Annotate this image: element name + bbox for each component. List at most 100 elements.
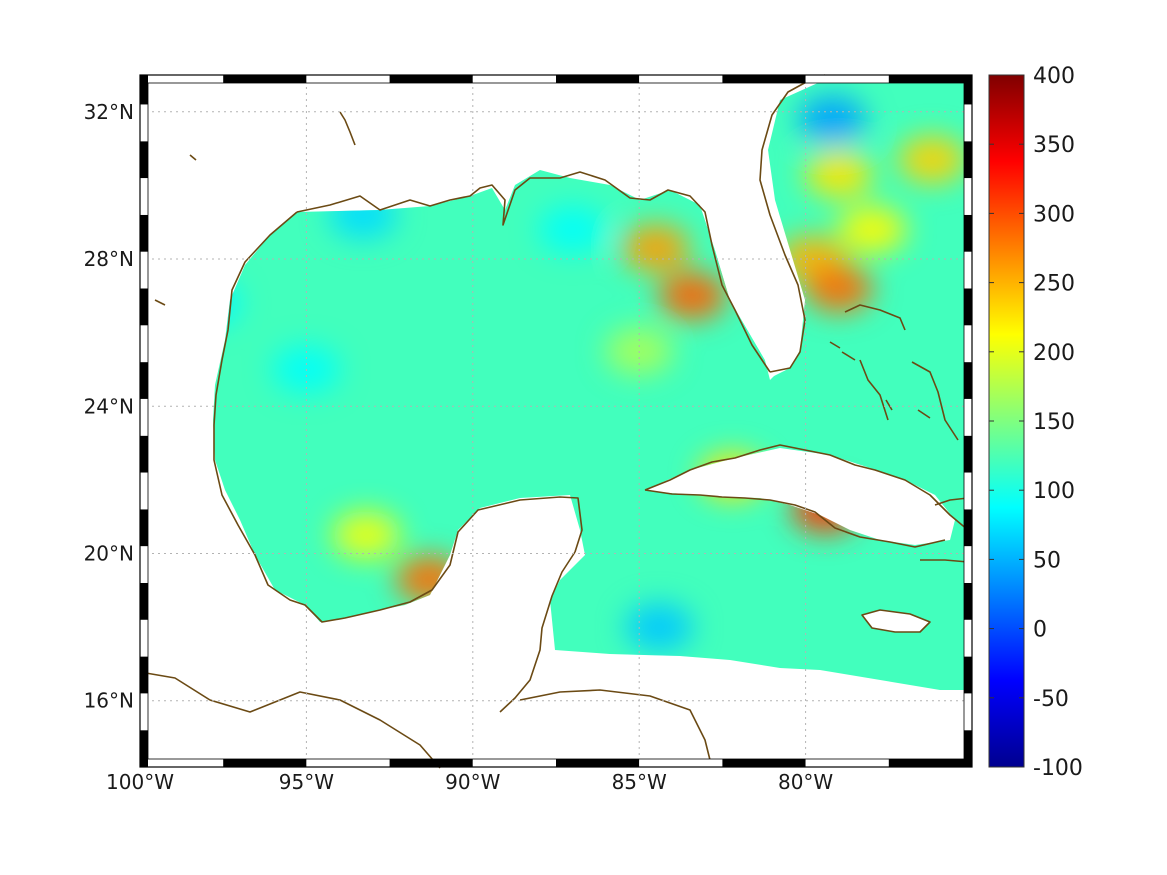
frame-segment	[140, 582, 148, 620]
us-gulf-coastline	[296, 171, 771, 373]
frame-segment	[964, 104, 972, 142]
colorbar-tick-label: 350	[1033, 133, 1075, 158]
frame-segment	[964, 435, 972, 473]
coastlines	[139, 74, 969, 769]
frame-segment	[639, 759, 723, 767]
frame-segment	[140, 759, 224, 767]
frame-segment	[556, 75, 640, 83]
frame-segment	[964, 141, 972, 179]
florida-east-coastline	[759, 74, 826, 373]
frame-segment	[964, 398, 972, 436]
heatmap-hotspot	[625, 603, 694, 652]
frame-segment	[964, 178, 972, 215]
jamaica-coastline	[861, 609, 931, 633]
colorbar-tick-label: 300	[1033, 202, 1075, 227]
frame-segment	[140, 546, 148, 583]
honduras-coastline	[519, 689, 711, 761]
latitude-tick-labels: 32°N 28°N 24°N 20°N 16°N	[84, 100, 134, 713]
heatmap-hotspot	[658, 271, 727, 320]
graticule	[140, 75, 972, 767]
latitude-tick-label: 24°N	[84, 394, 134, 418]
colorbar-tick-label: 200	[1033, 341, 1075, 366]
heatmap-hotspot	[332, 511, 401, 560]
hispaniola-coastline	[920, 497, 969, 563]
longitude-tick-label: 90°W	[445, 770, 500, 794]
frame-segment	[472, 759, 556, 767]
longitude-tick-label: 85°W	[612, 770, 667, 794]
frame-segment	[964, 362, 972, 399]
frame-segment	[140, 214, 148, 252]
cuba-land	[645, 448, 955, 545]
frame-segment	[888, 75, 972, 83]
frame-segment	[964, 582, 972, 620]
frame-outline	[139, 74, 973, 768]
yucatan-east-coastline	[499, 551, 576, 713]
latitude-tick-label: 16°N	[84, 689, 134, 713]
longitude-tick-label: 80°W	[778, 770, 833, 794]
frame-segment	[964, 619, 972, 657]
frame-segment	[140, 288, 148, 326]
frame-segment	[140, 325, 148, 363]
frame-segment	[964, 214, 972, 252]
frame-segment	[389, 75, 473, 83]
frame-segment	[639, 75, 723, 83]
frame-segment	[140, 619, 148, 657]
frame-segment	[389, 759, 473, 767]
latitude-tick-label: 20°N	[84, 542, 134, 566]
frame-segment	[140, 656, 148, 694]
frame-segment	[722, 75, 806, 83]
heatmap-hotspot	[621, 224, 690, 272]
heatmap-hotspot	[804, 150, 873, 199]
heatmap-hotspot	[538, 205, 607, 254]
frame-segment	[964, 472, 972, 510]
frame-segment	[140, 251, 148, 289]
latitude-tick-label: 32°N	[84, 100, 134, 124]
colorbar-ticks: 400 350 300 250 200 150 100 50 0 -50 -100	[989, 64, 1083, 781]
frame-segment	[140, 472, 148, 510]
frame-segment	[140, 509, 148, 547]
frame-segment	[964, 730, 972, 767]
colorbar-tick-label: 150	[1033, 410, 1075, 435]
heatmap-hotspot	[898, 135, 965, 184]
frame-segment	[140, 141, 148, 179]
frame-segment	[140, 362, 148, 399]
texas-islands-coastline	[154, 111, 356, 306]
frame-segment	[306, 759, 390, 767]
frame-segment	[140, 104, 148, 142]
florida-land	[700, 150, 805, 378]
colorbar-tick-label: 0	[1033, 618, 1047, 643]
frame-segment	[964, 546, 972, 583]
frame-segment	[722, 759, 806, 767]
bahamas-islands-coastline	[829, 341, 931, 419]
frame-segment	[964, 75, 972, 105]
heatmap-hotspot	[838, 205, 907, 254]
frame-segment	[472, 75, 556, 83]
frame-segment	[964, 656, 972, 694]
frame-inner-outline	[147, 82, 965, 760]
cuba-coastline	[644, 444, 969, 548]
frame-segment	[805, 759, 889, 767]
frame-segment	[964, 325, 972, 363]
longitude-tick-label: 100°W	[106, 770, 174, 794]
frame-segment	[964, 288, 972, 326]
heatmap-field	[213, 82, 965, 690]
colorbar-tick-label: 400	[1033, 64, 1075, 89]
frame-segment	[140, 75, 224, 83]
bahamas-coastline	[844, 304, 959, 441]
land-mask	[645, 150, 955, 632]
frame-segment	[964, 509, 972, 547]
frame-segment	[140, 178, 148, 215]
colorbar-gradient	[989, 75, 1024, 767]
heatmap-hotspot	[798, 95, 867, 144]
frame-segment	[556, 759, 640, 767]
frame-segment	[805, 75, 889, 83]
frame-segment	[140, 435, 148, 473]
latitude-tick-label: 28°N	[84, 247, 134, 271]
mexico-gulf-coastline	[213, 211, 583, 623]
frame-segment	[140, 693, 148, 731]
colorbar: 400 350 300 250 200 150 100 50 0 -50 -100	[988, 64, 1083, 781]
frame-segment	[964, 693, 972, 731]
heatmap-hotspot	[804, 264, 873, 313]
frame-segment	[223, 759, 307, 767]
